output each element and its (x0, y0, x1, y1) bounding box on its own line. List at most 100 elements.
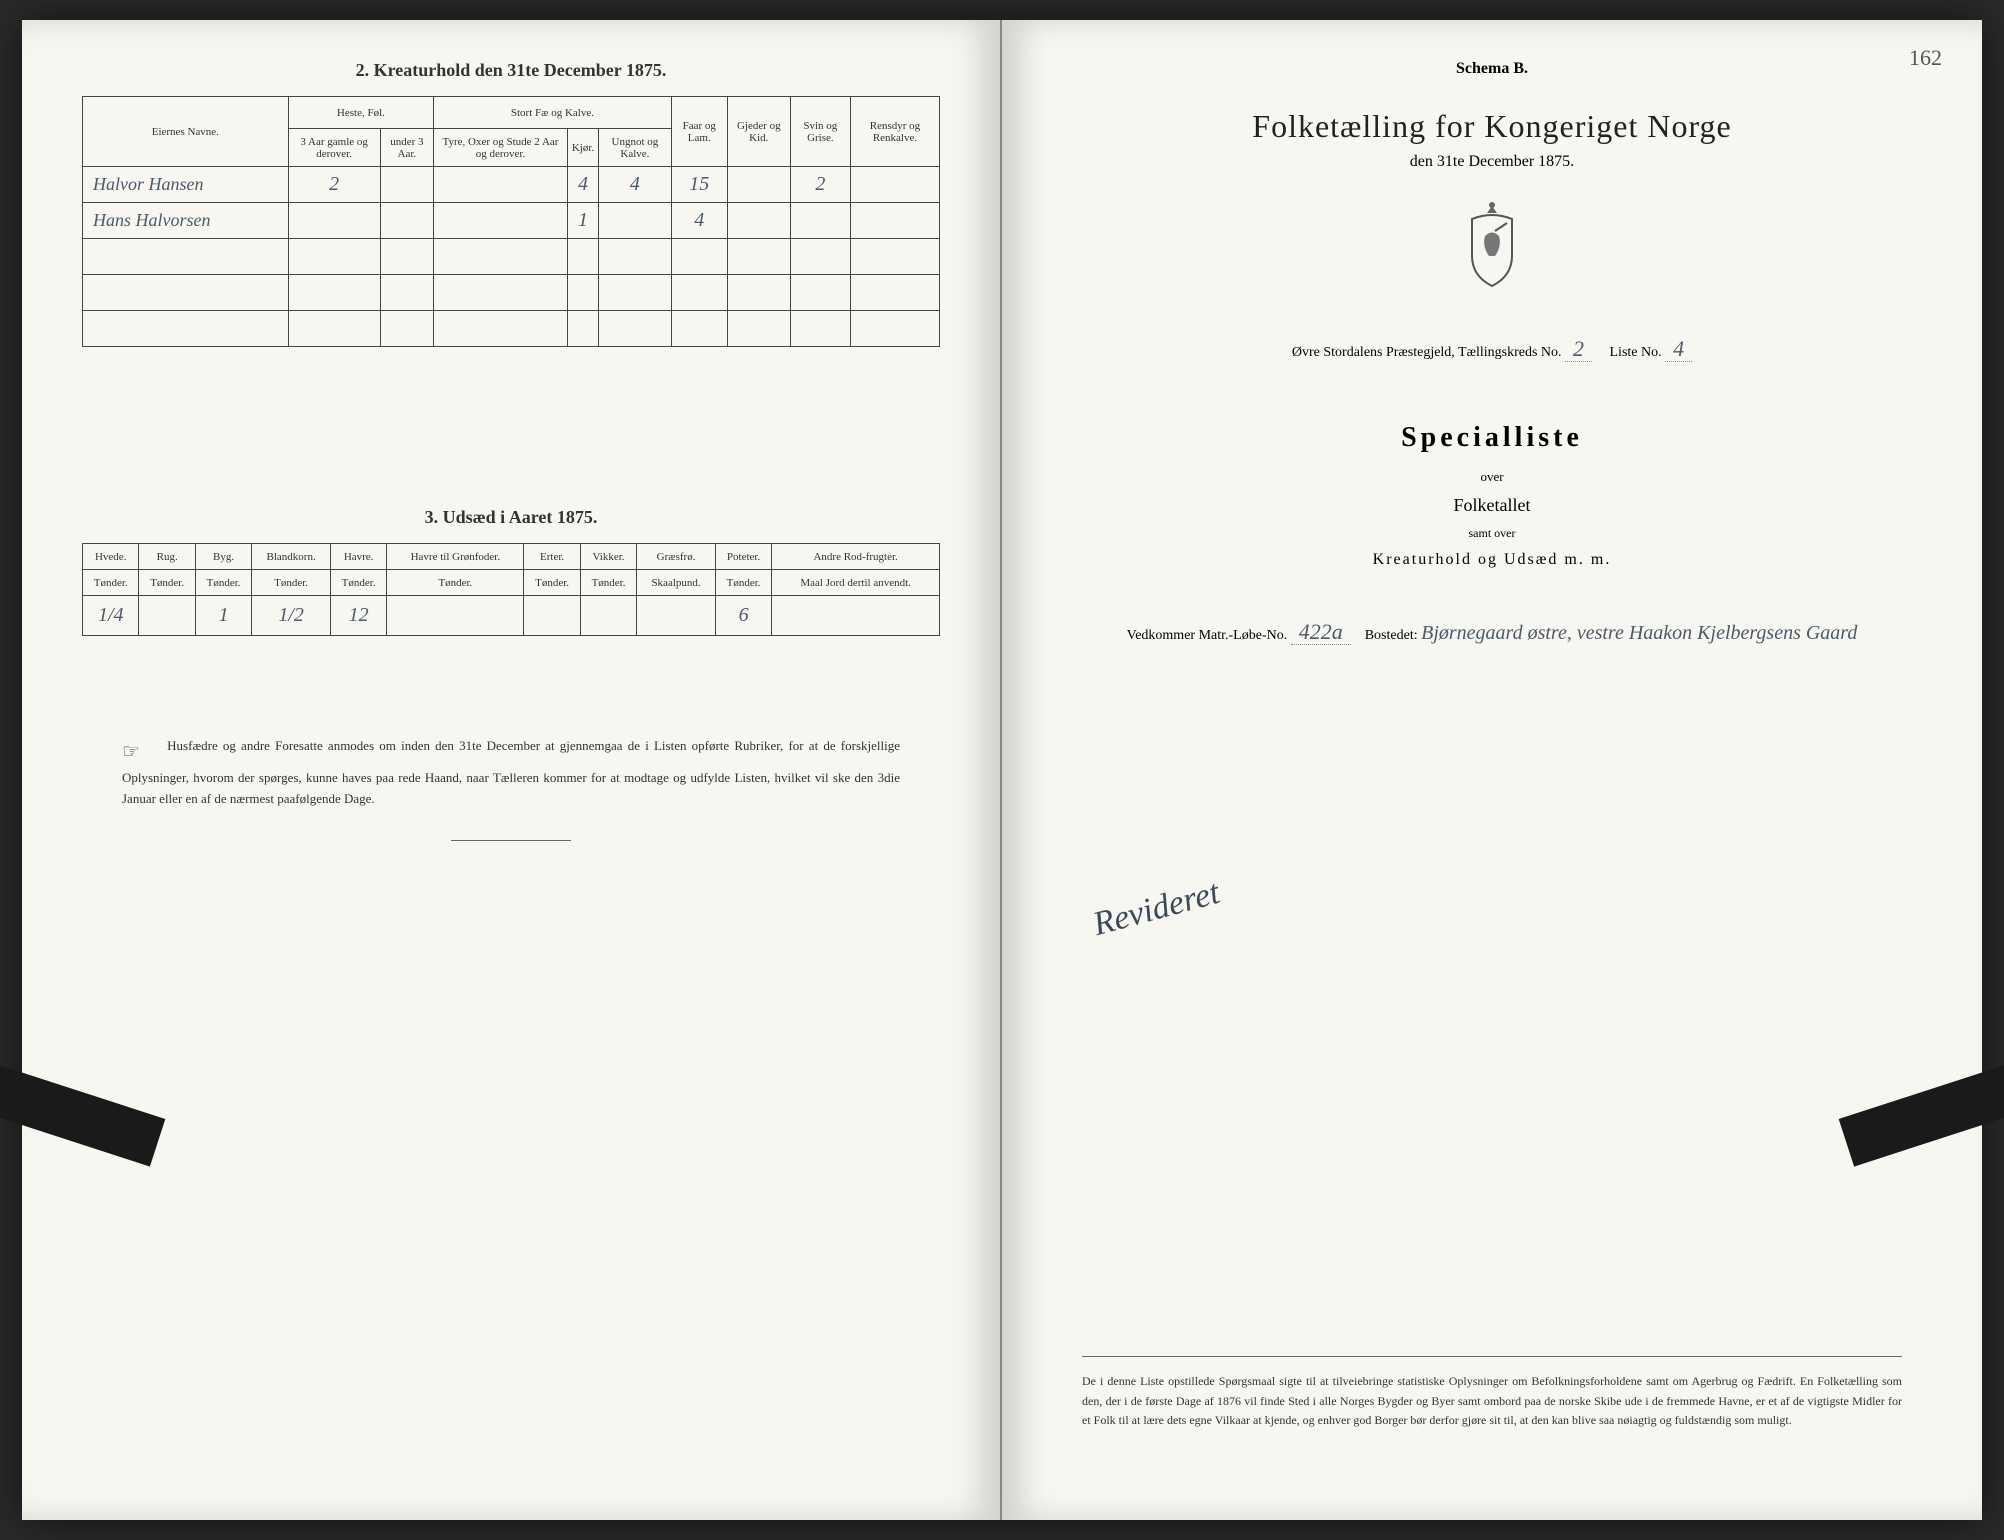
cell: 4 (671, 203, 727, 239)
vedkommer-line: Vedkommer Matr.-Løbe-No. 422a Bostedet: … (1062, 619, 1922, 645)
unit: Tønder. (252, 570, 331, 596)
kreatur-title: 2. Kreaturhold den 31te December 1875. (82, 60, 940, 81)
col: Vikker. (580, 544, 636, 570)
col-heste1: 3 Aar gamle og derover. (288, 129, 380, 167)
kreatur-table: Eiernes Navne. Heste, Føl. Stort Fæ og K… (82, 96, 940, 347)
cell (524, 596, 580, 636)
unit: Tønder. (195, 570, 251, 596)
cell (434, 167, 568, 203)
cell (637, 596, 716, 636)
main-title: Folketælling for Kongeriget Norge (1062, 108, 1922, 145)
udsaed-title: 3. Udsæd i Aaret 1875. (82, 507, 940, 528)
prestegjeld-line: Øvre Stordalens Præstegjeld, Tællingskre… (1062, 336, 1922, 362)
specialliste-heading: Specialliste (1062, 422, 1922, 454)
col: Poteter. (715, 544, 771, 570)
unit: Tønder. (330, 570, 386, 596)
cell (380, 167, 434, 203)
col-svin: Svin og Grise. (790, 97, 850, 167)
table-row: 1/4 1 1/2 12 6 (83, 596, 940, 636)
col-kjor: Kjør. (567, 129, 598, 167)
unit: Tønder. (715, 570, 771, 596)
cell (727, 167, 790, 203)
cell: 1 (195, 596, 251, 636)
left-footnote-block: ☞ Husfædre og andre Foresatte anmodes om… (82, 736, 940, 810)
revideret-stamp: Revideret (1089, 874, 1223, 944)
cell (139, 596, 195, 636)
cell (434, 203, 568, 239)
cell (790, 203, 850, 239)
table-row: Hans Halvorsen 1 4 (83, 203, 940, 239)
census-date: den 31te December 1875. (1062, 153, 1922, 171)
cell (387, 596, 524, 636)
col-rensdyr: Rensdyr og Renkalve. (850, 97, 939, 167)
unit: Tønder. (387, 570, 524, 596)
col: Andre Rod-frugter. (772, 544, 940, 570)
bostedet-value: Bjørnegaard østre, vestre Haakon Kjelber… (1421, 622, 1857, 644)
cell: 4 (599, 167, 672, 203)
matr-no: 422a (1291, 619, 1351, 645)
table-row: Halvor Hansen 2 4 4 15 2 (83, 167, 940, 203)
col-ung: Ungnot og Kalve. (599, 129, 672, 167)
cell (772, 596, 940, 636)
census-book: 2. Kreaturhold den 31te December 1875. E… (22, 20, 1982, 1520)
left-page: 2. Kreaturhold den 31te December 1875. E… (22, 20, 1002, 1520)
cell: 15 (671, 167, 727, 203)
col-heste: Heste, Føl. (288, 97, 433, 129)
cell (580, 596, 636, 636)
unit: Tønder. (580, 570, 636, 596)
unit: Skaalpund. (637, 570, 716, 596)
table-row-empty (83, 311, 940, 347)
col: Havre til Grønfoder. (387, 544, 524, 570)
cell (288, 203, 380, 239)
table-row-empty (83, 239, 940, 275)
cell: 4 (567, 167, 598, 203)
unit: Tønder. (524, 570, 580, 596)
udsaed-table: Hvede. Rug. Byg. Blandkorn. Havre. Havre… (82, 543, 940, 636)
right-page: 162 Schema B. Folketælling for Kongerige… (1002, 20, 1982, 1520)
col: Erter. (524, 544, 580, 570)
left-footnote-text: Husfædre og andre Foresatte anmodes om i… (122, 738, 900, 806)
col-heste2: under 3 Aar. (380, 129, 434, 167)
samt-over-label: samt over (1062, 526, 1922, 541)
vedkommer-label: Vedkommer Matr.-Løbe-No. (1127, 628, 1288, 643)
unit: Maal Jord dertil anvendt. (772, 570, 940, 596)
unit: Tønder. (83, 570, 139, 596)
liste-no: 4 (1665, 336, 1692, 362)
cell-name: Hans Halvorsen (83, 203, 289, 239)
cell (850, 167, 939, 203)
cell: 1/2 (252, 596, 331, 636)
right-footnote: De i denne Liste opstillede Spørgsmaal s… (1082, 1356, 1902, 1430)
norway-crest-icon (1062, 201, 1922, 296)
col: Byg. (195, 544, 251, 570)
liste-label: Liste No. (1610, 345, 1662, 360)
col-faar: Faar og Lam. (671, 97, 727, 167)
col-stortfae: Stort Fæ og Kalve. (434, 97, 672, 129)
unit: Tønder. (139, 570, 195, 596)
bostedet-label: Bostedet: (1365, 628, 1418, 643)
col: Hvede. (83, 544, 139, 570)
col: Græsfrø. (637, 544, 716, 570)
pointing-hand-icon: ☞ (122, 736, 162, 768)
kreatur-udsaed-heading: Kreaturhold og Udsæd m. m. (1062, 551, 1922, 569)
cell-name: Halvor Hansen (83, 167, 289, 203)
cell: 2 (790, 167, 850, 203)
cell: 12 (330, 596, 386, 636)
over-label: over (1062, 469, 1922, 485)
table-row-empty (83, 275, 940, 311)
divider (451, 840, 571, 841)
col: Havre. (330, 544, 386, 570)
schema-label: Schema B. (1062, 60, 1922, 78)
col-tyre: Tyre, Oxer og Stude 2 Aar og derover. (434, 129, 568, 167)
col-gjeder: Gjeder og Kid. (727, 97, 790, 167)
cell: 2 (288, 167, 380, 203)
cell (599, 203, 672, 239)
cell (727, 203, 790, 239)
col-eier: Eiernes Navne. (83, 97, 289, 167)
folketallet-heading: Folketallet (1062, 495, 1922, 516)
cell (380, 203, 434, 239)
page-number: 162 (1909, 45, 1942, 71)
col: Rug. (139, 544, 195, 570)
kreds-no: 2 (1565, 336, 1592, 362)
cell: 1/4 (83, 596, 139, 636)
cell (850, 203, 939, 239)
